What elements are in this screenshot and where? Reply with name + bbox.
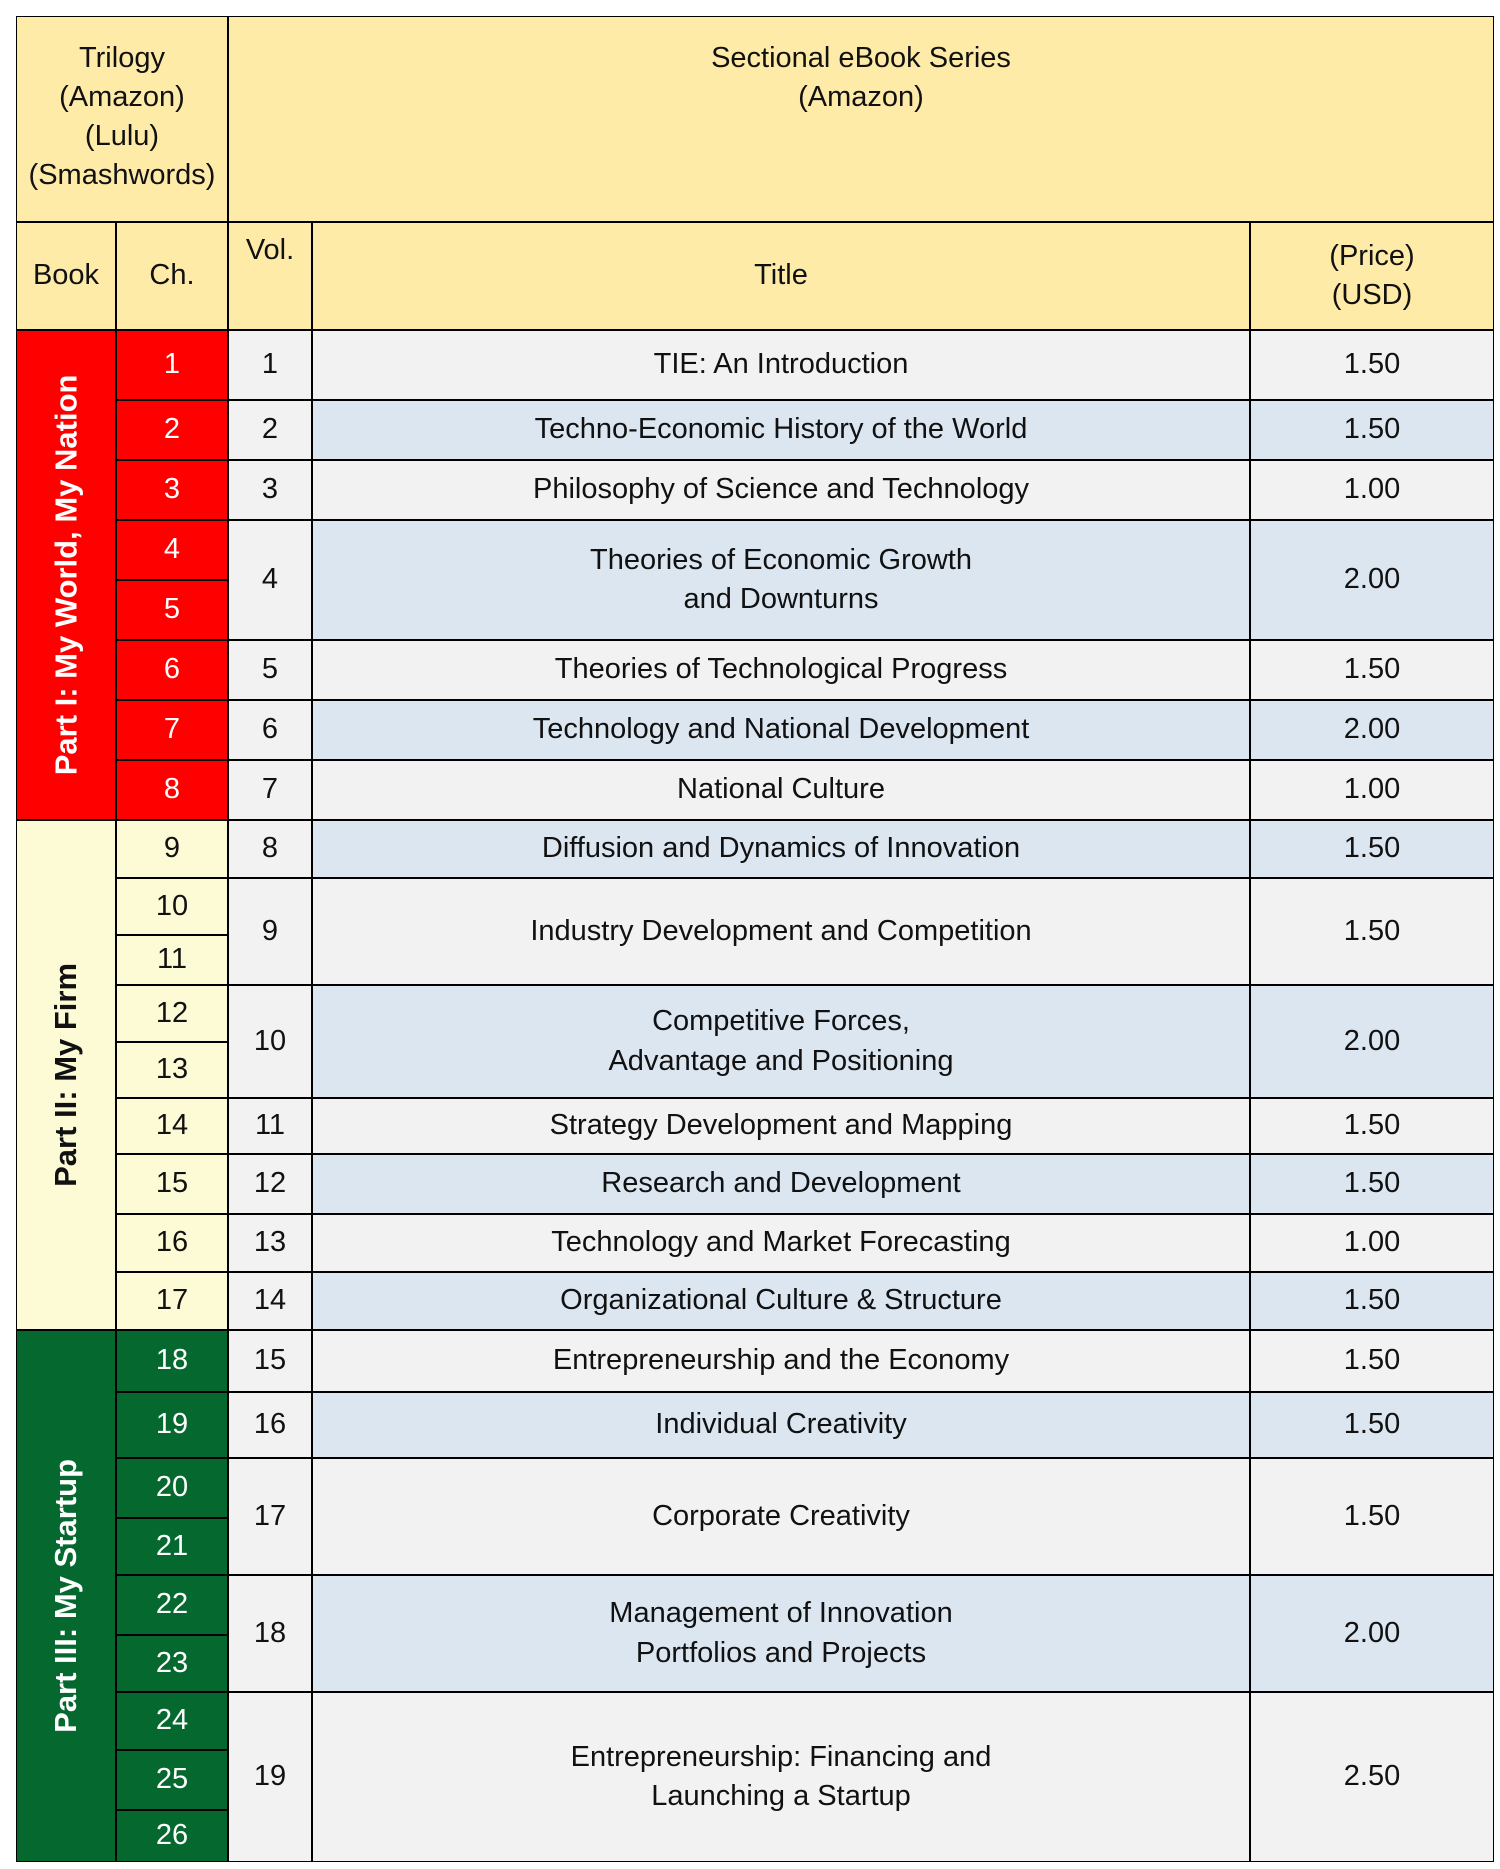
- chapter-cell: 15: [116, 1154, 228, 1214]
- volume-number: 19: [228, 1692, 312, 1862]
- volume-price: 1.50: [1250, 1154, 1494, 1214]
- volume-price: 2.00: [1250, 1575, 1494, 1692]
- volume-title: Techno-Economic History of the World: [312, 400, 1250, 460]
- volume-title: Industry Development and Competition: [312, 878, 1250, 985]
- chapter-cell: 3: [116, 460, 228, 520]
- chapter-cell: 24: [116, 1692, 228, 1750]
- volume-price: 1.50: [1250, 1458, 1494, 1575]
- chapter-cell: 18: [116, 1330, 228, 1392]
- chapter-cell: 10: [116, 878, 228, 935]
- book-part-2: Part II: My Firm: [16, 820, 116, 1330]
- volume-price: 1.50: [1250, 820, 1494, 878]
- volume-title: Organizational Culture & Structure: [312, 1272, 1250, 1330]
- volume-title: Management of Innovation Portfolios and …: [312, 1575, 1250, 1692]
- volume-number: 18: [228, 1575, 312, 1692]
- chapter-cell: 19: [116, 1392, 228, 1458]
- book-part-label: Part III: My Startup: [48, 1459, 84, 1733]
- volume-title: Entrepreneurship and the Economy: [312, 1330, 1250, 1392]
- volume-title: National Culture: [312, 760, 1250, 820]
- chapter-cell: 23: [116, 1635, 228, 1692]
- book-part-1: Part I: My World, My Nation: [16, 330, 116, 820]
- chapter-cell: 14: [116, 1098, 228, 1154]
- volume-number: 5: [228, 640, 312, 700]
- volume-number: 10: [228, 985, 312, 1098]
- chapter-cell: 11: [116, 935, 228, 985]
- volume-number: 16: [228, 1392, 312, 1458]
- book-part-3: Part III: My Startup: [16, 1330, 116, 1862]
- sectional-series-header: Sectional eBook Series (Amazon): [228, 16, 1494, 222]
- volume-price: 2.00: [1250, 520, 1494, 640]
- chapter-cell: 9: [116, 820, 228, 878]
- volume-title: Strategy Development and Mapping: [312, 1098, 1250, 1154]
- column-header-price: (Price) (USD): [1250, 222, 1494, 330]
- volume-number: 13: [228, 1214, 312, 1272]
- volume-price: 2.50: [1250, 1692, 1494, 1862]
- volume-price: 1.50: [1250, 1392, 1494, 1458]
- chapter-cell: 1: [116, 330, 228, 400]
- trilogy-header: Trilogy (Amazon) (Lulu) (Smashwords): [16, 16, 228, 222]
- volume-price: 1.50: [1250, 400, 1494, 460]
- volume-number: 11: [228, 1098, 312, 1154]
- chapter-cell: 25: [116, 1750, 228, 1810]
- column-header-book: Book: [16, 222, 116, 330]
- chapter-cell: 20: [116, 1458, 228, 1518]
- volume-title: Competitive Forces, Advantage and Positi…: [312, 985, 1250, 1098]
- chapter-cell: 5: [116, 580, 228, 640]
- volume-price: 1.50: [1250, 640, 1494, 700]
- volume-price: 1.00: [1250, 460, 1494, 520]
- volume-title: TIE: An Introduction: [312, 330, 1250, 400]
- volume-title: Philosophy of Science and Technology: [312, 460, 1250, 520]
- volume-number: 14: [228, 1272, 312, 1330]
- chapter-cell: 12: [116, 985, 228, 1042]
- column-header-title: Title: [312, 222, 1250, 330]
- chapter-cell: 13: [116, 1042, 228, 1098]
- volume-title: Research and Development: [312, 1154, 1250, 1214]
- volume-title: Corporate Creativity: [312, 1458, 1250, 1575]
- volume-title: Individual Creativity: [312, 1392, 1250, 1458]
- volume-title: Theories of Economic Growth and Downturn…: [312, 520, 1250, 640]
- chapter-cell: 8: [116, 760, 228, 820]
- volume-number: 15: [228, 1330, 312, 1392]
- volume-price: 2.00: [1250, 985, 1494, 1098]
- chapter-cell: 17: [116, 1272, 228, 1330]
- volume-title: Technology and Market Forecasting: [312, 1214, 1250, 1272]
- volume-price: 1.00: [1250, 760, 1494, 820]
- chapter-cell: 2: [116, 400, 228, 460]
- volume-number: 3: [228, 460, 312, 520]
- volume-number: 1: [228, 330, 312, 400]
- book-part-label: Part I: My World, My Nation: [48, 374, 84, 776]
- volume-number: 2: [228, 400, 312, 460]
- volume-number: 9: [228, 878, 312, 985]
- volume-title: Diffusion and Dynamics of Innovation: [312, 820, 1250, 878]
- volume-number: 6: [228, 700, 312, 760]
- volume-title: Entrepreneurship: Financing and Launchin…: [312, 1692, 1250, 1862]
- column-header-volume: Vol.: [228, 222, 312, 330]
- chapter-cell: 21: [116, 1518, 228, 1575]
- volume-price: 1.00: [1250, 1214, 1494, 1272]
- chapter-cell: 6: [116, 640, 228, 700]
- volume-price: 2.00: [1250, 700, 1494, 760]
- volume-number: 17: [228, 1458, 312, 1575]
- volume-price: 1.50: [1250, 1098, 1494, 1154]
- chapter-cell: 26: [116, 1810, 228, 1862]
- volume-number: 4: [228, 520, 312, 640]
- chapter-cell: 16: [116, 1214, 228, 1272]
- book-part-label: Part II: My Firm: [48, 963, 84, 1187]
- volume-title: Theories of Technological Progress: [312, 640, 1250, 700]
- volume-price: 1.50: [1250, 1330, 1494, 1392]
- volume-price: 1.50: [1250, 878, 1494, 985]
- chapter-cell: 7: [116, 700, 228, 760]
- volume-number: 7: [228, 760, 312, 820]
- column-header-chapter: Ch.: [116, 222, 228, 330]
- chapter-cell: 22: [116, 1575, 228, 1635]
- volume-title: Technology and National Development: [312, 700, 1250, 760]
- chapter-cell: 4: [116, 520, 228, 580]
- volume-number: 12: [228, 1154, 312, 1214]
- volume-number: 8: [228, 820, 312, 878]
- volume-price: 1.50: [1250, 1272, 1494, 1330]
- volume-price: 1.50: [1250, 330, 1494, 400]
